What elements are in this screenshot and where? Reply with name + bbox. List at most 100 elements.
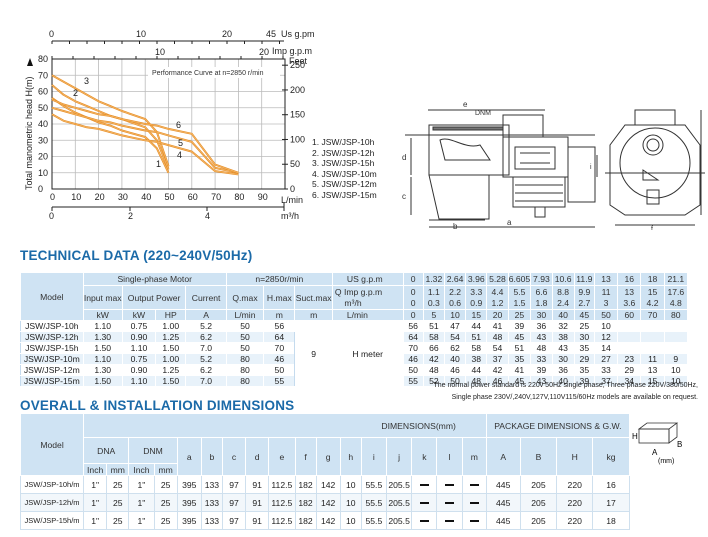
table-row: JSW/JSP-10h 1.10 0.75 1.00 5.2 50 56 9 H meter 56… <box>20 320 689 387</box>
y-axis-title: Total manometric head H(m) <box>24 76 34 190</box>
x-axis-labels: 0 10 20 30 40 50 60 70 80 90 <box>50 192 268 202</box>
svg-text:L/min: L/min <box>281 195 303 205</box>
q-value: 5.28 <box>486 272 509 286</box>
q-value: 6.605 <box>507 272 532 286</box>
svg-text:10: 10 <box>136 29 146 39</box>
q-value: 0 <box>402 272 424 286</box>
svg-text:2: 2 <box>73 88 78 98</box>
performance-curves <box>51 74 239 176</box>
svg-text:4: 4 <box>177 150 182 160</box>
svg-text:90: 90 <box>258 192 268 202</box>
dash-icon <box>469 484 479 487</box>
feet-axis-labels: 0 50 100 150 200 250 <box>282 60 305 194</box>
table-row: JSW/JSP-15h/m 1" 25 1" 25 395 133 97 91 112.5 182 1… <box>19 511 689 530</box>
svg-text:40: 40 <box>141 192 151 202</box>
q-value: 8.8 2.4 <box>551 285 575 310</box>
svg-text:50: 50 <box>290 159 300 169</box>
svg-text:b: b <box>453 222 458 230</box>
svg-text:45: 45 <box>266 29 276 39</box>
svg-text:a: a <box>507 218 512 227</box>
svg-text:40: 40 <box>38 119 48 129</box>
svg-text:70: 70 <box>211 192 221 202</box>
q-value: 10.6 <box>551 272 575 286</box>
table-row: JSW/JSP-15m 1.50 1.10 1.50 7.0 80 55 55 52 50 48 46… <box>20 375 689 387</box>
svg-text:50: 50 <box>165 192 175 202</box>
svg-text:20: 20 <box>95 192 105 202</box>
svg-text:60: 60 <box>188 192 198 202</box>
q-value: 13 <box>593 272 619 286</box>
svg-text:Us g.pm: Us g.pm <box>281 29 315 39</box>
q-value: 4.4 1.2 <box>486 285 509 310</box>
dash-icon <box>469 502 479 505</box>
pump-technical-drawing: e DNM d c b a f <box>402 100 705 230</box>
q-value: 30 <box>530 309 553 321</box>
svg-text:20: 20 <box>259 47 269 57</box>
svg-text:80: 80 <box>38 54 48 64</box>
table-row: JSW/JSP-15h 1.50 1.10 1.50 7.0 50 70 70 66 62 58 54… <box>20 342 689 354</box>
svg-text:150: 150 <box>290 110 305 120</box>
svg-text:20: 20 <box>222 29 232 39</box>
svg-text:A: A <box>652 448 658 457</box>
svg-text:c: c <box>402 192 406 201</box>
bottom-m3h-axis: 0 2 4 m³/h <box>49 203 299 221</box>
dash-icon <box>419 502 429 505</box>
q-value: 70 <box>640 309 665 321</box>
dimensions-table: Model DIMENSIONS(mm) PACKAGE DIMENSIONS … <box>19 413 689 530</box>
svg-text:f: f <box>651 226 653 230</box>
suction-value: 9 <box>294 320 333 387</box>
svg-text:(mm): (mm) <box>658 458 674 465</box>
q-value: 11 3 <box>593 285 619 310</box>
dash-icon <box>445 520 455 523</box>
svg-text:6: 6 <box>176 120 181 130</box>
q-value: 13 3.6 <box>617 285 642 310</box>
technical-data-table: Model Single-phase Motor n=2850r/min US … <box>20 272 689 387</box>
svg-text:3: 3 <box>84 76 89 86</box>
top-us-gpm-axis: 0 10 20 45 Us g.pm <box>49 29 315 44</box>
dash-icon <box>445 502 455 505</box>
svg-text:0: 0 <box>49 29 54 39</box>
svg-text:e: e <box>463 100 468 109</box>
svg-text:20: 20 <box>38 152 48 162</box>
svg-text:H: H <box>632 432 638 441</box>
dash-icon <box>445 484 455 487</box>
col-motor: Single-phase Motor <box>82 272 227 286</box>
dimensions-title: OVERALL & INSTALLATION DIMENSIONS <box>20 398 295 413</box>
q-value: 5.5 1.5 <box>507 285 532 310</box>
svg-text:m³/h: m³/h <box>281 211 299 221</box>
q-value: 2.2 0.6 <box>443 285 467 310</box>
q-value: 15 4.2 <box>640 285 665 310</box>
svg-text:30: 30 <box>118 192 128 202</box>
package-box-diagram: H B A (mm) <box>629 413 688 476</box>
q-value: 10 <box>443 309 467 321</box>
svg-text:50: 50 <box>38 103 48 113</box>
q-value: 50 <box>593 309 619 321</box>
q-value: 17.6 4.8 <box>663 285 689 310</box>
q-value: 60 <box>617 309 642 321</box>
technical-data-title: TECHNICAL DATA (220~240V/50Hz) <box>20 248 253 263</box>
svg-text:250: 250 <box>290 60 305 70</box>
svg-text:10: 10 <box>155 47 165 57</box>
svg-text:Imp g.p.m: Imp g.p.m <box>272 46 312 56</box>
q-value: 20 <box>486 309 509 321</box>
q-value: 11.9 <box>573 272 595 286</box>
svg-text:DNM: DNM <box>475 110 491 117</box>
svg-text:5: 5 <box>178 138 183 148</box>
q-value: 3.96 <box>465 272 488 286</box>
q-value: 5 <box>422 309 445 321</box>
q-value: 45 <box>573 309 595 321</box>
dash-icon <box>419 520 429 523</box>
q-value: 3.3 0.9 <box>465 285 488 310</box>
col-speed: n=2850r/min <box>225 272 333 286</box>
svg-text:d: d <box>402 153 406 162</box>
q-value: 80 <box>663 309 689 321</box>
q-value: 40 <box>551 309 575 321</box>
svg-text:70: 70 <box>38 70 48 80</box>
dash-icon <box>469 520 479 523</box>
q-value: 6.6 1.8 <box>530 285 553 310</box>
svg-text:B: B <box>677 440 682 449</box>
svg-text:60: 60 <box>38 87 48 97</box>
q-value: 16 <box>617 272 642 286</box>
q-value: 1.32 <box>422 272 445 286</box>
svg-text:1: 1 <box>156 159 161 169</box>
